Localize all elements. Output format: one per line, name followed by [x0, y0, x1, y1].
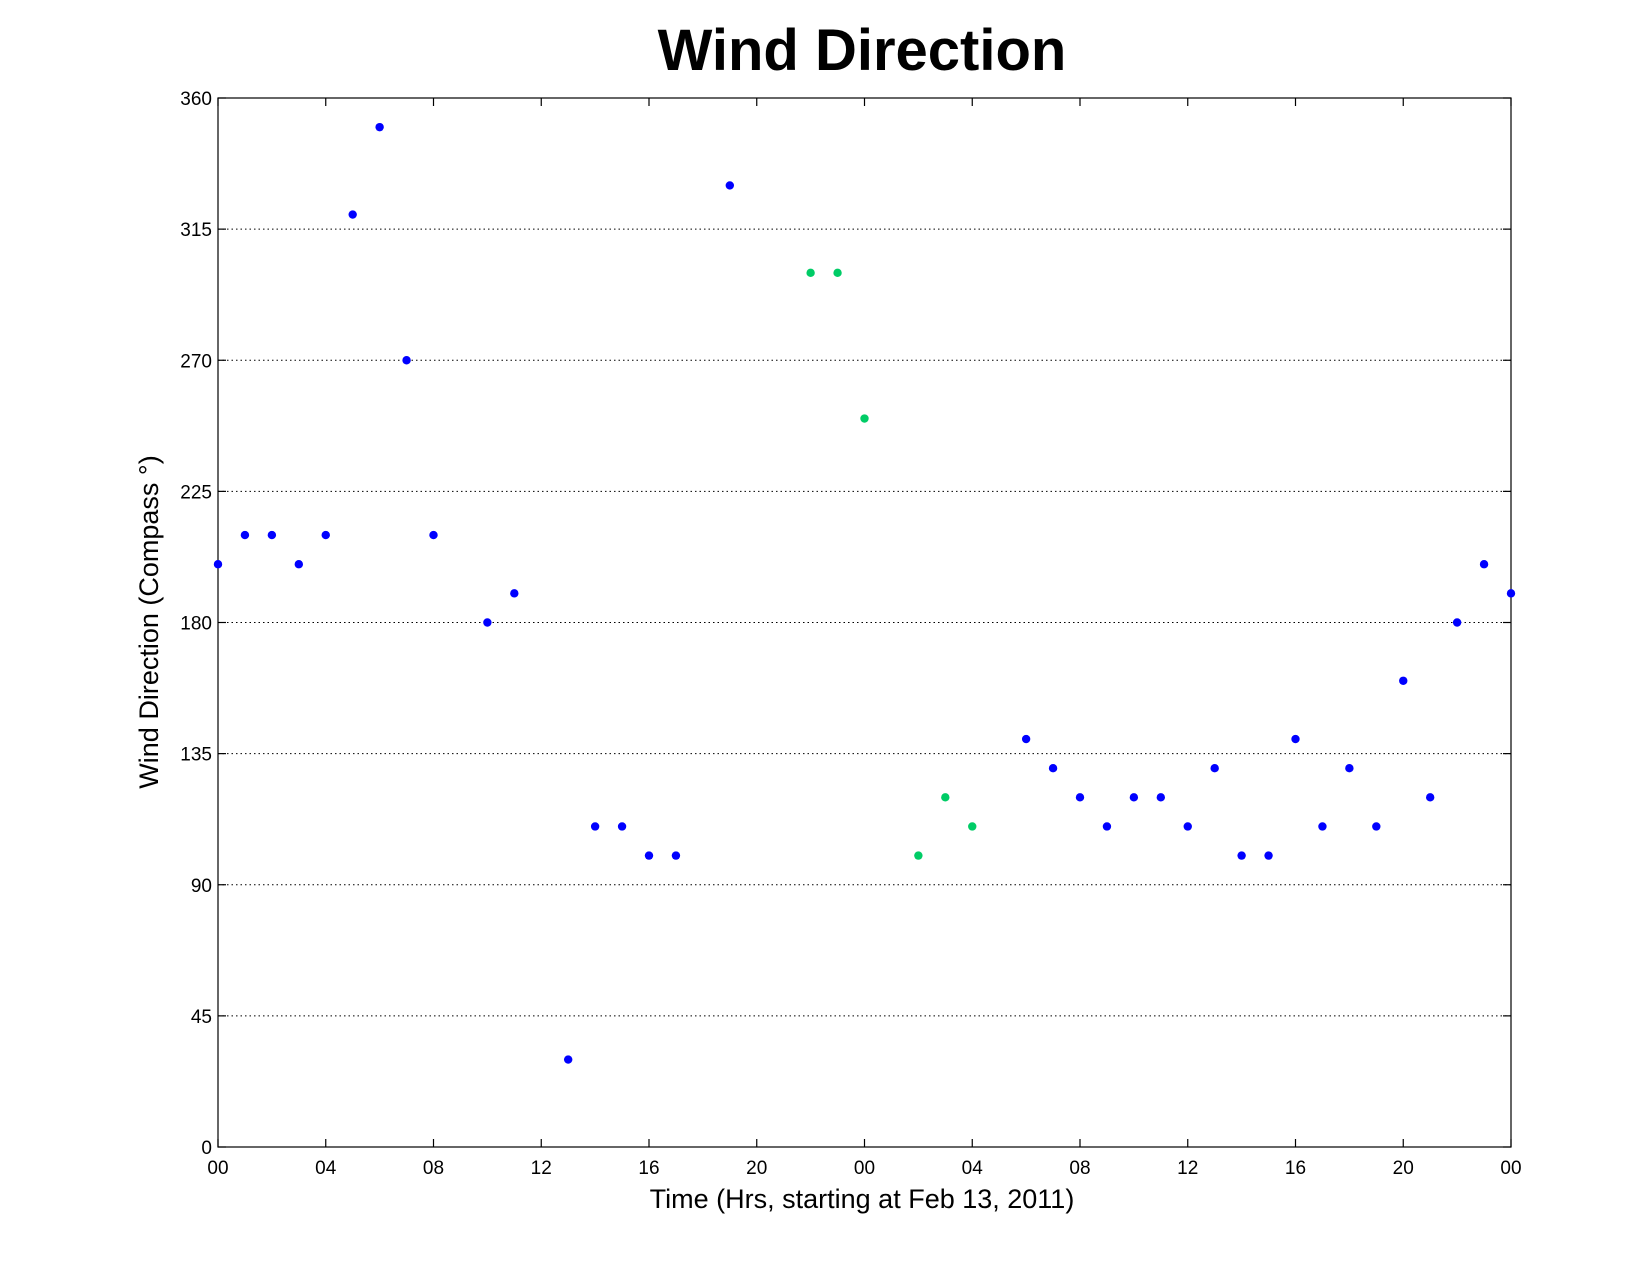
data-point-series-1	[321, 530, 330, 540]
data-point-series-1	[1183, 822, 1192, 831]
data-point-series-1	[375, 122, 384, 132]
x-tick-label: 08	[423, 1158, 444, 1179]
data-point-series-1	[1102, 822, 1112, 831]
data-point-series-1	[1264, 851, 1273, 860]
y-tick-label: 45	[191, 1007, 212, 1028]
data-point-series-1	[1372, 822, 1381, 831]
data-point-series-1	[590, 822, 600, 831]
x-tick-label: 20	[746, 1158, 767, 1179]
y-tick-label: 315	[180, 220, 212, 241]
data-point-series-1	[1452, 618, 1462, 627]
data-point-series-1	[725, 181, 735, 190]
x-tick-label: 12	[1177, 1158, 1198, 1179]
data-point-series-1	[1075, 793, 1085, 802]
data-point-series-1	[483, 618, 492, 627]
x-axis-label: Time (Hrs, starting at Feb 13, 2011)	[650, 1184, 1075, 1214]
data-point-series-2	[833, 268, 842, 278]
data-point-series-2	[806, 268, 815, 278]
x-tick-label: 08	[1069, 1158, 1090, 1179]
data-point-series-1	[1399, 676, 1408, 685]
x-tick-label: 16	[638, 1158, 659, 1179]
y-tick-label: 270	[180, 351, 212, 372]
data-point-series-1	[671, 851, 681, 860]
x-tick-label: 12	[531, 1158, 552, 1179]
data-point-series-1	[267, 530, 277, 540]
x-tick-label: 20	[1393, 1158, 1414, 1179]
x-axis: 00 04 08 12 16 20 00 04 08 12 16 20 00	[207, 98, 1522, 1179]
data-point-series-1	[510, 589, 519, 598]
data-point-series-1	[1156, 793, 1166, 802]
data-point-series-2	[914, 851, 923, 860]
data-point-series-1	[1318, 822, 1327, 831]
y-axis-label: Wind Direction (Compass °)	[134, 455, 164, 788]
data-point-series-1	[563, 1055, 573, 1064]
data-point-series-1	[429, 530, 438, 540]
x-tick-label: 04	[962, 1158, 984, 1179]
data-points	[213, 122, 1516, 1064]
data-point-series-1	[617, 822, 627, 831]
data-point-series-1	[402, 356, 411, 365]
y-tick-label: 0	[201, 1138, 212, 1159]
data-point-series-1	[1291, 734, 1300, 744]
data-point-series-1	[294, 560, 304, 569]
y-tick-label: 135	[180, 745, 212, 766]
data-point-series-1	[240, 530, 250, 540]
chart-title: Wind Direction	[658, 18, 1067, 83]
x-tick-label: 00	[854, 1158, 875, 1179]
data-point-series-1	[348, 210, 357, 219]
data-point-series-2	[941, 793, 950, 802]
x-tick-label: 00	[1500, 1158, 1521, 1179]
y-axis: 0 45 90 135 180 225 270 315 360	[180, 89, 1511, 1159]
data-point-series-1	[1048, 763, 1058, 773]
x-tick-label: 00	[207, 1158, 228, 1179]
data-point-series-1	[213, 560, 223, 569]
data-point-series-2	[860, 414, 869, 423]
y-tick-label: 225	[180, 482, 212, 503]
data-point-series-2	[968, 822, 977, 831]
y-tick-label: 180	[180, 614, 212, 635]
data-point-series-1	[644, 851, 654, 860]
data-point-series-1	[1479, 560, 1489, 569]
data-point-series-1	[1210, 763, 1219, 773]
y-tick-label: 360	[180, 89, 212, 110]
data-point-series-1	[1506, 589, 1516, 598]
data-point-series-1	[1129, 793, 1139, 802]
data-point-series-1	[1425, 793, 1435, 802]
data-point-series-1	[1345, 763, 1354, 773]
x-tick-label: 16	[1285, 1158, 1306, 1179]
data-point-series-1	[1237, 851, 1246, 860]
y-tick-label: 90	[191, 876, 212, 897]
x-tick-label: 04	[315, 1158, 337, 1179]
data-point-series-1	[1021, 734, 1031, 744]
grid-lines	[218, 228, 1511, 1017]
